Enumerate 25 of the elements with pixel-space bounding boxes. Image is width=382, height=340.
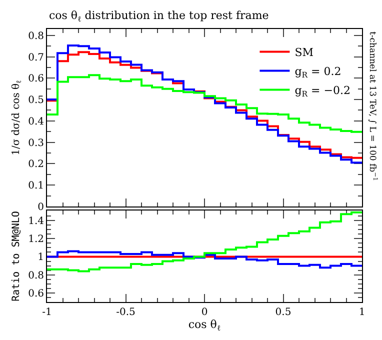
x-tick-label: 1 xyxy=(358,307,366,318)
y-tick-label: 1 xyxy=(38,252,44,264)
y-tick-label: 1.4 xyxy=(28,216,44,228)
y-tick-label: 0.4 xyxy=(28,116,44,128)
x-tick-label: -1 xyxy=(42,307,52,318)
y-tick-label: 0.8 xyxy=(28,270,44,282)
y-tick-label: 0.6 xyxy=(28,288,44,300)
chart-title: cos θ$_{ℓ}$ distribution in the top rest frame xyxy=(49,9,269,24)
y-tick-label: 0.5 xyxy=(28,95,44,106)
x-tick-label: -0.5 xyxy=(116,307,136,318)
y-tick-label: 0.3 xyxy=(28,138,44,149)
legend-label: g$_{R}$ = 0.2 xyxy=(294,64,342,80)
y-tick-label: 0.1 xyxy=(28,180,44,192)
y-axis-title: Ratio to SM@NLO xyxy=(11,211,22,302)
legend-label: SM xyxy=(294,46,314,59)
x-tick-label: 0.5 xyxy=(275,307,292,318)
y-tick-label: 1.2 xyxy=(28,234,44,246)
y-tick-label: 0 xyxy=(38,202,44,213)
y-tick-label: 0.6 xyxy=(28,74,44,85)
x-axis-title: cos θ$_{ℓ}$ xyxy=(188,318,221,332)
legend-label: g$_{R}$ = −0.2 xyxy=(294,84,350,98)
y-tick-label: 0.2 xyxy=(28,159,44,170)
x-tick-label: 0 xyxy=(201,307,208,318)
y-tick-label: 0.8 xyxy=(28,30,44,42)
y-tick-label: 0.7 xyxy=(28,52,44,64)
